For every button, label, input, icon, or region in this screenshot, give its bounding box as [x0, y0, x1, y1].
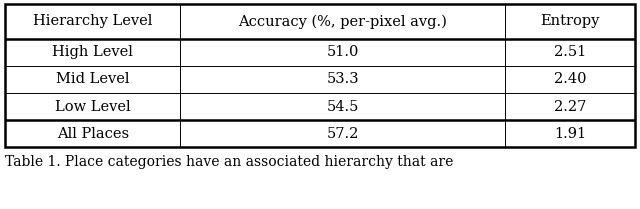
- Text: 1.91: 1.91: [554, 127, 586, 141]
- Text: 53.3: 53.3: [326, 73, 359, 86]
- Text: All Places: All Places: [57, 127, 129, 141]
- Text: 54.5: 54.5: [326, 100, 359, 113]
- Text: Entropy: Entropy: [540, 14, 600, 28]
- Text: Accuracy (%, per-pixel avg.): Accuracy (%, per-pixel avg.): [238, 14, 447, 29]
- Text: 51.0: 51.0: [326, 45, 359, 59]
- Bar: [5, 4, 635, 147]
- Text: Hierarchy Level: Hierarchy Level: [33, 14, 152, 28]
- Text: 2.27: 2.27: [554, 100, 586, 113]
- Text: Table 1. Place categories have an associated hierarchy that are: Table 1. Place categories have an associ…: [5, 155, 454, 169]
- Text: High Level: High Level: [52, 45, 133, 59]
- Text: 2.40: 2.40: [554, 73, 586, 86]
- Text: 2.51: 2.51: [554, 45, 586, 59]
- Text: 57.2: 57.2: [326, 127, 359, 141]
- Text: Low Level: Low Level: [55, 100, 131, 113]
- Text: Mid Level: Mid Level: [56, 73, 129, 86]
